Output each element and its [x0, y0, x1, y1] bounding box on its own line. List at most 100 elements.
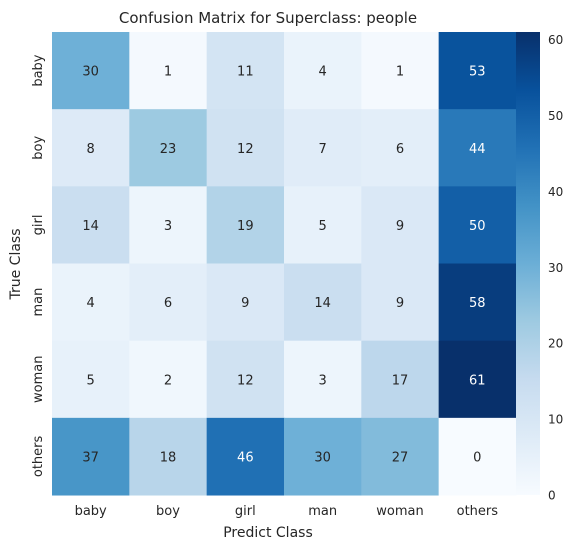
colorbar-tick-label: 60: [548, 33, 563, 47]
heatmap-cell: [129, 109, 208, 187]
heatmap-cell: [206, 109, 285, 187]
heatmap-cell: [361, 32, 440, 110]
y-tick-label: woman: [31, 356, 46, 403]
x-tick-label: man: [308, 504, 337, 519]
cell-value-label: 14: [314, 296, 331, 311]
y-tick-labels: baby boy girl man woman others: [31, 54, 46, 477]
heatmap-cell: [129, 417, 208, 496]
colorbar-tick-labels: 0 10 20 30 40 50 60: [548, 33, 563, 502]
y-tick-label: baby: [31, 54, 46, 86]
y-tick-label: girl: [31, 215, 46, 236]
cell-value-label: 17: [392, 373, 409, 388]
heatmap-cell: [283, 109, 362, 187]
cell-value-label: 61: [469, 373, 486, 388]
cell-value-label: 0: [473, 450, 481, 465]
heatmap-cell: [438, 340, 517, 419]
colorbar-tick-label: 20: [548, 337, 563, 351]
cell-value-label: 19: [237, 219, 254, 234]
heatmap-cell: [283, 340, 362, 419]
x-tick-label: others: [457, 504, 499, 519]
x-tick-labels: baby boy girl man woman others: [75, 504, 499, 519]
y-tick-label: man: [31, 288, 46, 317]
heatmap-cell: [283, 32, 362, 110]
colorbar-tick-label: 0: [548, 489, 556, 503]
heatmap-cell: [206, 32, 285, 110]
cell-value-label: 30: [82, 65, 99, 80]
x-tick-label: boy: [156, 504, 180, 519]
heatmap-cell: [283, 186, 362, 265]
heatmap-cell: [129, 186, 208, 265]
heatmap-cell: [361, 109, 440, 187]
cell-value-label: 23: [160, 142, 177, 157]
y-axis-label: True Class: [8, 228, 24, 300]
cell-value-label: 14: [82, 219, 99, 234]
colorbar-tick-label: 30: [548, 261, 563, 275]
heatmap-cell: [206, 263, 285, 342]
cell-value-label: 18: [160, 450, 177, 465]
cell-value-label: 58: [469, 296, 486, 311]
cell-value-label: 12: [237, 142, 254, 157]
colorbar-tick-label: 10: [548, 413, 563, 427]
x-axis-label: Predict Class: [223, 525, 313, 541]
cell-value-label: 9: [396, 219, 404, 234]
heatmap-cell: [361, 417, 440, 496]
heatmap-cell: [52, 340, 130, 419]
x-tick-label: girl: [235, 504, 256, 519]
heatmap-cell: [52, 417, 130, 496]
heatmap-cell: [438, 186, 517, 265]
cell-value-label: 1: [396, 65, 404, 80]
heatmap-cell: [52, 263, 130, 342]
heatmap-cell: [129, 340, 208, 419]
heatmap-cell: [129, 32, 208, 110]
cell-value-label: 12: [237, 373, 254, 388]
cell-value-label: 9: [396, 296, 404, 311]
heatmap-cell: [206, 340, 285, 419]
heatmap-cell: [129, 263, 208, 342]
x-tick-label: woman: [376, 504, 423, 519]
heatmap-cell: [52, 32, 130, 110]
cell-value-label: 4: [87, 296, 95, 311]
heatmap-cell: [283, 263, 362, 342]
heatmap-cell: [438, 263, 517, 342]
cell-value-label: 27: [392, 450, 409, 465]
cell-value-label: 53: [469, 65, 486, 80]
heatmap-cell: [283, 417, 362, 496]
chart-title: Confusion Matrix for Superclass: people: [119, 9, 417, 27]
colorbar-tick-label: 50: [548, 109, 563, 123]
cell-value-label: 4: [319, 65, 327, 80]
cell-value-label: 9: [241, 296, 249, 311]
cell-value-label: 2: [164, 373, 172, 388]
x-tick-label: baby: [75, 504, 107, 519]
heatmap-cell: [438, 417, 517, 496]
heatmap-cell: [361, 340, 440, 419]
heatmap-cell: [438, 109, 517, 187]
heatmap-cell: [52, 186, 130, 265]
cell-value-label: 1: [164, 65, 172, 80]
y-tick-label: others: [31, 436, 46, 478]
cell-value-label: 8: [87, 142, 95, 157]
heatmap-cell: [361, 186, 440, 265]
cell-value-label: 3: [164, 219, 172, 234]
heatmap-cell: [206, 417, 285, 496]
heatmap-cell: [206, 186, 285, 265]
cell-value-label: 3: [319, 373, 327, 388]
heatmap-cell: [361, 263, 440, 342]
cell-value-label: 44: [469, 142, 486, 157]
colorbar: [516, 32, 540, 495]
cell-value-label: 6: [396, 142, 404, 157]
cell-value-label: 11: [237, 65, 254, 80]
cell-value-label: 7: [319, 142, 327, 157]
cell-value-label: 5: [87, 373, 95, 388]
cell-value-label: 5: [319, 219, 327, 234]
cell-value-label: 30: [314, 450, 331, 465]
cell-value-label: 37: [82, 450, 99, 465]
cell-value-label: 6: [164, 296, 172, 311]
cell-value-label: 50: [469, 219, 486, 234]
colorbar-tick-label: 40: [548, 185, 563, 199]
heatmap-cell: [52, 109, 130, 187]
y-tick-label: boy: [31, 136, 46, 160]
heatmap-cell: [438, 32, 517, 110]
cell-value-label: 46: [237, 450, 254, 465]
